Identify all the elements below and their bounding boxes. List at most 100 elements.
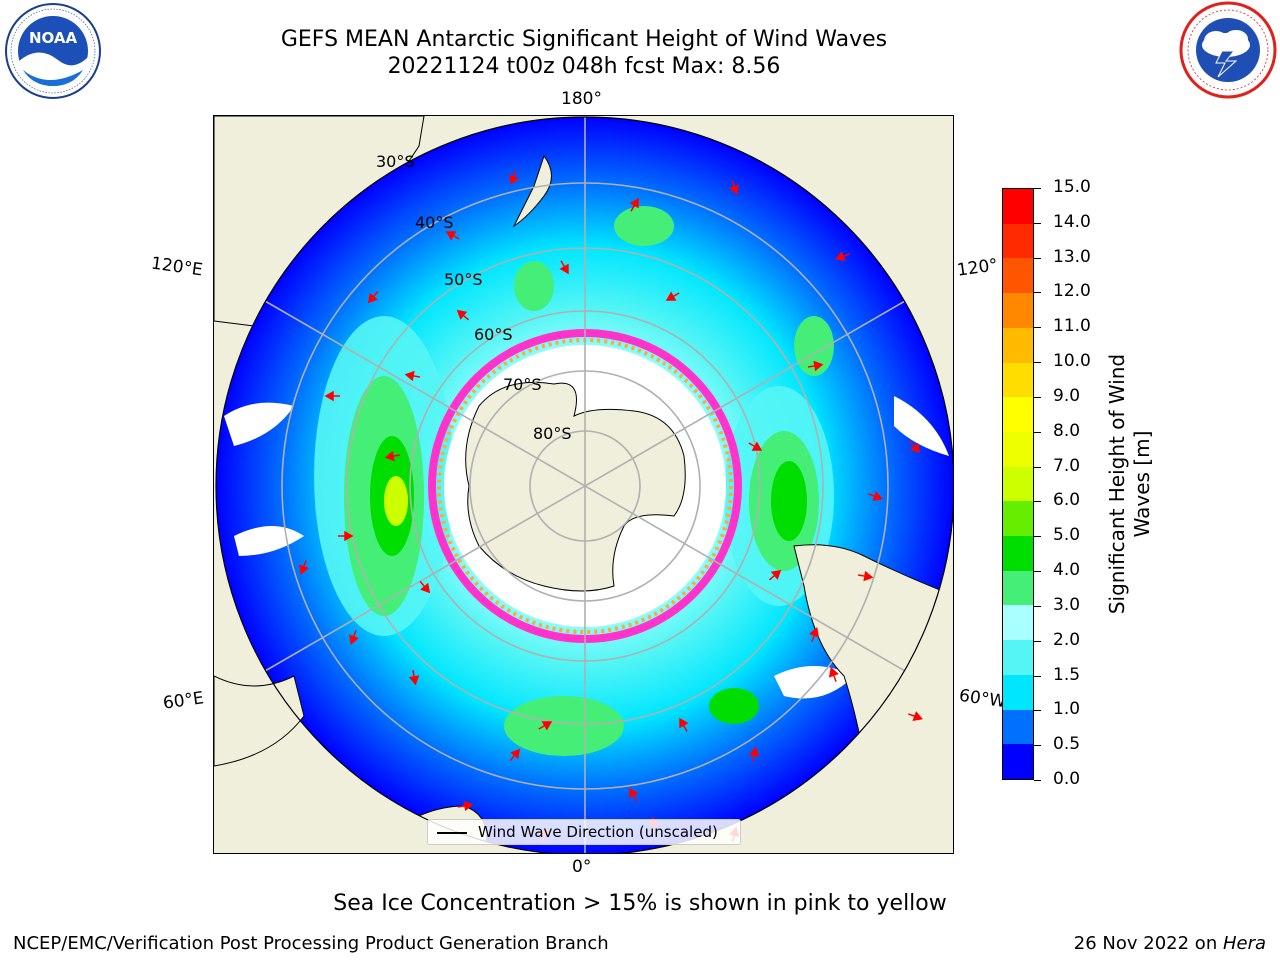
lat-label-70s: 70°S: [503, 375, 542, 394]
wind-wave-arrow: [445, 231, 460, 241]
colorbar-tick: [1034, 396, 1041, 398]
colorbar-tick-label: 4.0: [1053, 560, 1081, 581]
colorbar-tick: [1034, 780, 1041, 781]
lon-label-top: 180°: [561, 89, 602, 109]
colorbar-tick-label: 7.0: [1053, 455, 1081, 476]
colorbar-tick-label: 1.5: [1053, 664, 1081, 685]
colorbar-segment: [1003, 536, 1033, 571]
lat-label-80s: 80°S: [533, 424, 572, 443]
colorbar: [1002, 188, 1034, 780]
wind-wave-arrow: [835, 251, 850, 262]
colorbar-tick-label: 9.0: [1053, 385, 1081, 406]
colorbar-tick-label: 11.0: [1053, 316, 1091, 337]
legend-label: Wind Wave Direction (unscaled): [478, 823, 718, 841]
colorbar-tick: [1034, 362, 1041, 364]
colorbar-segment: [1003, 605, 1033, 641]
wind-wave-arrow: [348, 630, 359, 645]
wind-wave-arrow: [508, 170, 519, 185]
footer-credit: NCEP/EMC/Verification Post Processing Pr…: [13, 933, 609, 954]
colorbar-title: Significant Height of Wind Waves [m]: [1105, 354, 1155, 614]
legend-line-swatch: [437, 832, 467, 834]
colorbar-title-line1: Significant Height of Wind: [1105, 353, 1129, 615]
chart-title: GEFS MEAN Antarctic Significant Height o…: [280, 27, 888, 52]
wind-wave-arrow: [298, 560, 309, 575]
footer-date-text: 26 Nov 2022 on: [1073, 933, 1223, 954]
lon-label-lower-left: 60°E: [161, 688, 206, 714]
colorbar-segment: [1003, 223, 1033, 259]
wind-wave-arrow: [404, 370, 421, 382]
wind-wave-arrow: [857, 570, 874, 582]
footer-date: 26 Nov 2022 on Hera: [1074, 933, 1266, 954]
wind-wave-arrow: [809, 627, 820, 642]
wind-wave-arrow: [538, 721, 553, 731]
madagascar-land: [214, 675, 305, 767]
colorbar-tick-label: 10.0: [1053, 351, 1091, 372]
polar-map: [214, 116, 953, 853]
colorbar-segment: [1003, 640, 1033, 675]
wind-wave-arrow: [909, 440, 921, 454]
colorbar-tick: [1034, 571, 1041, 573]
wind-wave-arrow: [868, 491, 883, 502]
colorbar-tick-label: 14.0: [1053, 211, 1091, 232]
wind-wave-arrow: [408, 669, 420, 686]
lon-label-upper-left: 120°E: [149, 253, 204, 281]
wind-wave-arrow: [807, 360, 824, 372]
footer-machine: Hera: [1222, 933, 1266, 954]
colorbar-tick: [1034, 536, 1041, 538]
colorbar-tick: [1034, 431, 1041, 433]
wind-wave-arrow: [629, 197, 639, 212]
wind-wave-arrow: [748, 746, 760, 763]
colorbar-segment: [1003, 744, 1033, 779]
lon-label-lower-right: 60°W: [957, 685, 1008, 713]
colorbar-segment: [1003, 258, 1033, 294]
wind-wave-arrow: [509, 748, 521, 762]
colorbar-segment: [1003, 431, 1033, 467]
lat-label-40s: 40°S: [415, 213, 454, 232]
colorbar-tick: [1034, 710, 1041, 712]
colorbar-segment: [1003, 189, 1033, 224]
colorbar-tick-label: 13.0: [1053, 246, 1091, 267]
colorbar-tick-label: 15.0: [1053, 177, 1091, 197]
wind-wave-arrow: [828, 667, 839, 682]
lat-label-60s: 60°S: [474, 325, 513, 344]
wind-wave-arrow: [748, 441, 763, 451]
colorbar-tick: [1034, 501, 1041, 503]
colorbar-tick-label: 0.5: [1053, 734, 1081, 755]
wind-wave-arrow: [367, 290, 379, 304]
colorbar-tick-label: 12.0: [1053, 281, 1091, 302]
wind-wave-arrow: [679, 717, 689, 732]
chart-subtitle: 20221124 t00z 048h fcst Max: 8.56: [387, 54, 781, 79]
wind-wave-arrow: [457, 800, 474, 812]
colorbar-tick-label: 3.0: [1053, 594, 1081, 615]
lon-label-upper-right: 120°: [955, 255, 1000, 281]
colorbar-tick: [1034, 675, 1041, 677]
sea-ice-note: Sea Ice Concentration > 15% is shown in …: [333, 891, 947, 916]
colorbar-segment: [1003, 570, 1033, 606]
wind-wave-arrow: [908, 711, 923, 722]
colorbar-tick-label: 6.0: [1053, 490, 1081, 511]
colorbar-tick: [1034, 257, 1041, 259]
wind-wave-arrow: [768, 569, 782, 581]
wind-wave-arrow: [324, 390, 340, 402]
colorbar-segment: [1003, 466, 1033, 502]
wind-wave-arrow: [338, 530, 354, 542]
colorbar-tick-label: 0.0: [1053, 769, 1081, 789]
colorbar-tick: [1034, 640, 1041, 642]
wind-wave-arrow: [559, 260, 569, 275]
colorbar-tick: [1034, 745, 1041, 747]
wind-wave-arrow: [629, 787, 639, 802]
lat-label-30s: 30°S: [376, 152, 415, 171]
noaa-logo-text: NOAA: [29, 29, 78, 47]
colorbar-tick: [1034, 188, 1041, 189]
colorbar-tick-label: 5.0: [1053, 525, 1081, 546]
noaa-logo: NOAA: [5, 3, 101, 99]
map-legend: Wind Wave Direction (unscaled): [427, 819, 741, 845]
colorbar-segment: [1003, 709, 1033, 745]
colorbar-tick-label: 1.0: [1053, 699, 1081, 720]
wind-wave-arrow: [456, 309, 470, 321]
national-weather-service-logo: [1179, 1, 1277, 99]
wind-wave-arrow: [419, 580, 431, 594]
colorbar-segment: [1003, 674, 1033, 710]
new-zealand-land: [512, 154, 552, 228]
colorbar-segment: [1003, 397, 1033, 432]
